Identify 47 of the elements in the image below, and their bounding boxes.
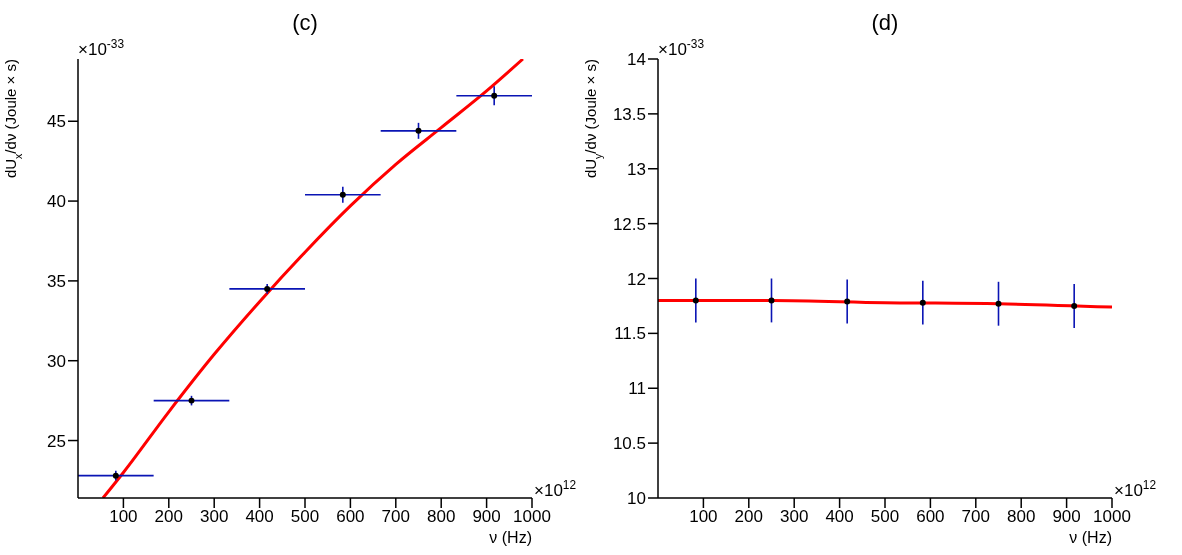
point — [415, 127, 422, 134]
x-tick-label: 300 — [200, 507, 229, 527]
y-tick-label: 11.5 — [614, 324, 646, 344]
x-tick-label: 200 — [734, 507, 763, 527]
y-tick-label: 12 — [627, 269, 646, 289]
y-tick-label: 10 — [627, 489, 646, 509]
x-tick-label: 400 — [245, 507, 274, 527]
x-axis-title: ν (Hz) — [1069, 529, 1112, 546]
x-tick-label: 300 — [780, 507, 809, 527]
line-series — [101, 59, 525, 498]
x-axis-title: ν (Hz) — [489, 529, 532, 546]
chart-title: (d) — [871, 10, 899, 35]
y-tick-label: 10.5 — [612, 434, 646, 454]
y-tick-label: 12.5 — [612, 214, 646, 234]
x-tick-label: 600 — [916, 507, 945, 527]
text: ×10$^{12}$ — [1114, 478, 1157, 500]
x-tick-label: 100 — [109, 507, 138, 527]
chart-title: (c) — [292, 10, 318, 35]
point — [339, 191, 346, 198]
x-tick-label: 400 — [825, 507, 854, 527]
text: ×10$^{-33}$ — [78, 37, 125, 59]
x-tick-label: 800 — [427, 507, 456, 527]
line-series — [658, 298, 1112, 309]
point — [491, 92, 498, 99]
y-tick-label: 14 — [627, 50, 646, 70]
y-tick-label: 45 — [47, 112, 66, 132]
y-tick-label: 11 — [628, 379, 646, 399]
x-tick-label: 800 — [1007, 507, 1036, 527]
x-tick-label: 100 — [689, 507, 718, 527]
x-tick-label: 600 — [336, 507, 365, 527]
y-tick-label: 13.5 — [612, 104, 646, 124]
x-tick-label: 700 — [961, 507, 990, 527]
text: ×10$^{-33}$ — [658, 37, 705, 59]
x-tick-label: 500 — [870, 507, 900, 527]
y-tick-label: 35 — [47, 271, 66, 291]
x-tick-label: 1000 — [1093, 507, 1131, 527]
x-tick-label: 900 — [1052, 507, 1081, 527]
text: ×10$^{12}$ — [534, 478, 577, 500]
x-tick-label: 700 — [381, 507, 410, 527]
x-tick-label: 200 — [154, 507, 183, 527]
y-tick-label: 13 — [627, 159, 646, 179]
x-tick-label: 1000 — [513, 507, 551, 527]
y-tick-label: 30 — [47, 351, 66, 371]
x-tick-label: 900 — [472, 507, 501, 527]
x-tick-label: 500 — [290, 507, 320, 527]
y-tick-label: 25 — [47, 431, 66, 451]
y-tick-label: 40 — [47, 192, 66, 212]
